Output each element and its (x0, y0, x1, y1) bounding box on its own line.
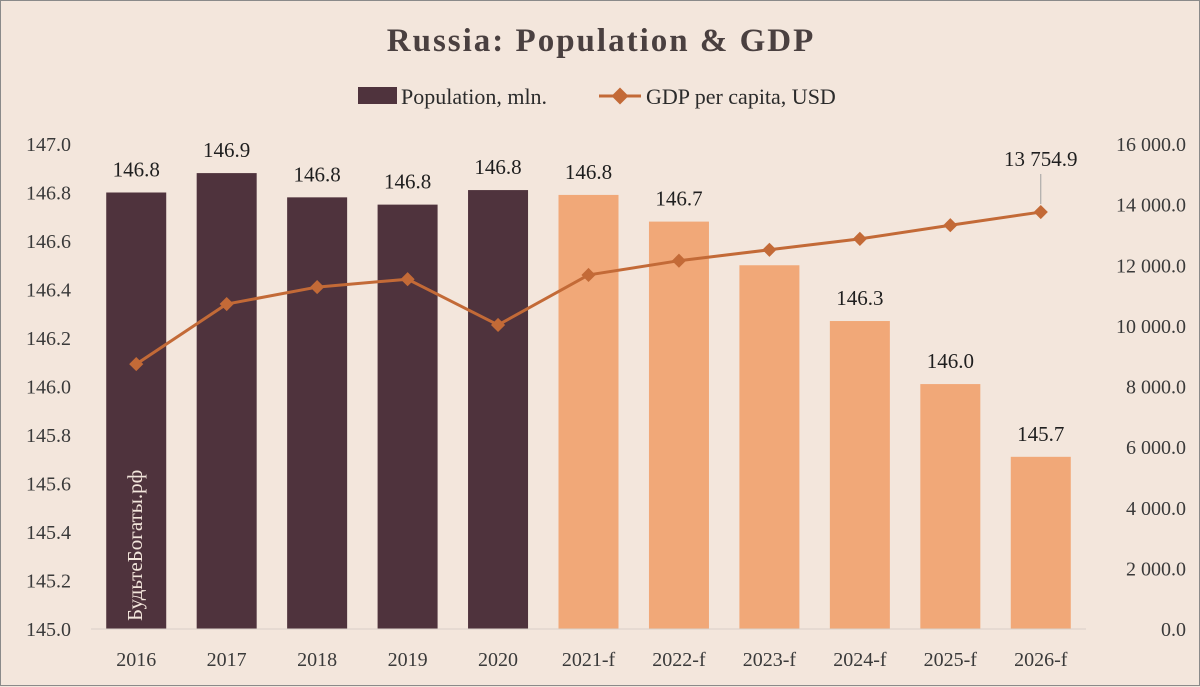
gdp-point-2018 (310, 280, 325, 295)
population-bar-2020 (468, 190, 529, 629)
x-tick-label: 2020 (478, 649, 518, 671)
population-data-label: 146.7 (655, 187, 702, 211)
population-bar-2026-f (1010, 456, 1071, 629)
gdp-point-2024-f (852, 231, 867, 246)
population-data-label: 146.8 (474, 155, 521, 179)
y-left-tick-label: 146.4 (26, 280, 71, 302)
legend-swatch-population (358, 87, 397, 104)
population-bar-2018 (287, 197, 348, 629)
legend-swatch-gdp-marker (611, 87, 629, 105)
population-data-label: 146.8 (294, 162, 341, 186)
legend-label-population: Population, mln. (401, 84, 547, 109)
y-left-tick-label: 145.6 (26, 474, 71, 496)
y-left-tick-label: 145.0 (26, 619, 71, 641)
x-tick-label: 2024-f (833, 649, 887, 671)
y-axis-right: 0.0 2 000.0 4 000.0 6 000.0 8 000.0 10 000.0 1… (1116, 134, 1186, 641)
population-bar-2016 (106, 192, 167, 629)
population-bar-2023-f (739, 265, 800, 629)
population-bar-2019 (377, 204, 438, 629)
y-right-tick-label: 8 000.0 (1126, 377, 1186, 399)
x-tick-label: 2025-f (924, 649, 978, 671)
population-data-label: 146.0 (927, 349, 974, 373)
population-bar-2017 (196, 173, 257, 629)
population-bars (106, 173, 1071, 630)
x-tick-label: 2021-f (562, 649, 616, 671)
gdp-point-2021-f (581, 267, 596, 283)
gdp-line-series: 13 754.9 (129, 147, 1078, 372)
gdp-data-label: 13 754.9 (1004, 147, 1078, 171)
x-tick-label: 2017 (207, 649, 247, 671)
gdp-point-2020 (490, 317, 506, 333)
population-data-labels: 146.8 146.9 146.8 146.8 146.8 146.8 146.7 146.3… (113, 138, 1065, 446)
y-left-tick-label: 145.8 (26, 425, 71, 447)
y-right-tick-label: 16 000.0 (1116, 134, 1186, 156)
y-right-tick-label: 10 000.0 (1116, 316, 1186, 338)
y-right-tick-label: 2 000.0 (1126, 558, 1186, 580)
gdp-point-2026-f (1033, 204, 1048, 220)
chart-title: Russia: Population & GDP (387, 23, 815, 59)
population-bar-2025-f (920, 384, 981, 629)
y-left-tick-label: 145.2 (26, 571, 71, 593)
y-right-tick-label: 14 000.0 (1116, 195, 1186, 217)
gdp-point-2023-f (762, 242, 777, 257)
y-axis-left: 145.0 145.2 145.4 145.6 145.8 146.0 146.2 146.4… (26, 134, 71, 641)
population-data-label: 146.8 (384, 170, 431, 194)
x-tick-label: 2019 (388, 649, 428, 671)
y-right-tick-label: 6 000.0 (1126, 437, 1186, 459)
y-left-tick-label: 145.4 (26, 522, 71, 544)
x-tick-label: 2026-f (1014, 649, 1068, 671)
x-tick-label: 2018 (297, 649, 337, 671)
y-right-tick-label: 12 000.0 (1116, 255, 1186, 277)
legend: Population, mln. GDP per capita, USD (358, 84, 836, 109)
population-data-label: 146.8 (113, 158, 160, 182)
y-left-tick-label: 146.6 (26, 231, 71, 253)
population-data-label: 146.8 (565, 160, 612, 184)
x-tick-label: 2022-f (652, 649, 706, 671)
gdp-point-2025-f (943, 218, 958, 233)
legend-label-gdp: GDP per capita, USD (646, 84, 836, 109)
x-tick-label: 2023-f (743, 649, 797, 671)
y-right-tick-label: 0.0 (1161, 619, 1186, 641)
gdp-point-2017 (219, 296, 234, 312)
y-left-tick-label: 147.0 (26, 134, 71, 156)
population-data-label: 145.7 (1017, 422, 1064, 446)
population-bar-2021-f (558, 194, 619, 630)
gdp-point-2019 (400, 272, 415, 287)
x-tick-label: 2016 (116, 649, 156, 671)
population-bar-2022-f (648, 221, 709, 629)
y-left-tick-label: 146.2 (26, 328, 71, 350)
population-data-label: 146.3 (836, 286, 883, 310)
gdp-point-2016 (129, 356, 144, 372)
y-left-tick-label: 146.0 (26, 377, 71, 399)
population-data-label: 146.9 (203, 138, 250, 162)
watermark: БудьтеБогаты.рф (123, 470, 147, 621)
y-right-tick-label: 4 000.0 (1126, 498, 1186, 520)
population-bar-2024-f (829, 321, 890, 629)
x-axis: 2016 2017 2018 2019 2020 2021-f 2022-f 2023-f 20… (116, 649, 1068, 671)
y-left-tick-label: 146.8 (26, 183, 71, 205)
gdp-point-2022-f (671, 253, 687, 268)
